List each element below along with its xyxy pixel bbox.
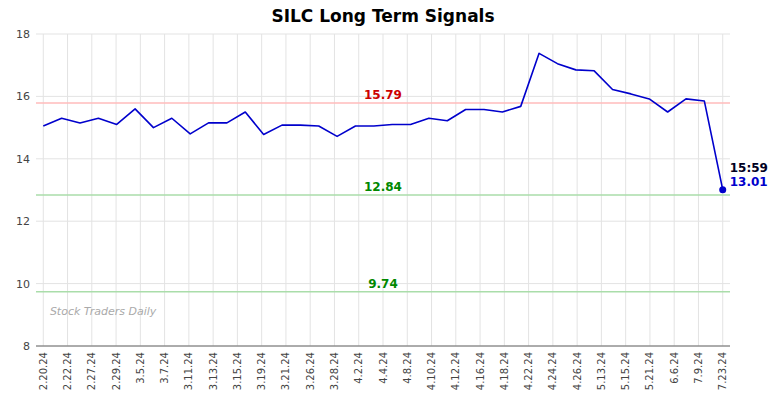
x-tick-label: 6.6.24: [669, 352, 680, 384]
last-value-label: 13.01: [730, 175, 768, 189]
x-tick-label: 4.22.24: [523, 352, 534, 390]
x-grid-line: [601, 34, 602, 346]
x-grid-line: [674, 34, 675, 346]
price-line: [43, 53, 722, 189]
x-grid-line: [625, 34, 626, 346]
x-grid-line: [261, 34, 262, 346]
x-grid-line: [649, 34, 650, 346]
x-axis-line: [36, 346, 730, 347]
x-tick-label: 5.13.24: [596, 352, 607, 390]
x-tick-label: 5.21.24: [644, 352, 655, 390]
x-tick-label: 3.5.24: [135, 352, 146, 384]
x-tick-label: 2.29.24: [111, 352, 122, 390]
x-tick-label: 7.23.24: [717, 352, 728, 390]
x-tick-label: 5.15.24: [620, 352, 631, 390]
y-tick-label: 14: [16, 153, 30, 166]
x-tick-label: 2.27.24: [86, 352, 97, 390]
x-grid-line: [407, 34, 408, 346]
x-grid-line: [188, 34, 189, 346]
x-grid-line: [237, 34, 238, 346]
x-grid-line: [577, 34, 578, 346]
x-grid-line: [43, 34, 44, 346]
x-tick-label: 2.20.24: [38, 352, 49, 390]
x-tick-label: 3.7.24: [159, 352, 170, 384]
x-tick-label: 7.9.24: [693, 352, 704, 384]
x-tick-label: 4.12.24: [450, 352, 461, 390]
y-tick-label: 8: [23, 340, 30, 353]
x-grid-line: [358, 34, 359, 346]
reference-label: 9.74: [368, 277, 398, 291]
x-tick-label: 3.28.24: [329, 352, 340, 390]
x-tick-label: 4.16.24: [475, 352, 486, 390]
x-tick-label: 3.15.24: [232, 352, 243, 390]
x-grid-line: [334, 34, 335, 346]
x-grid-line: [552, 34, 553, 346]
plot-area: [36, 53, 730, 291]
x-grid-line: [91, 34, 92, 346]
x-tick-label: 4.24.24: [547, 352, 558, 390]
x-grid-line: [310, 34, 311, 346]
x-tick-label: 3.13.24: [208, 352, 219, 390]
y-grid-line: [36, 346, 730, 347]
reference-label: 15.79: [364, 88, 402, 102]
x-tick-label: 2.22.24: [62, 352, 73, 390]
x-grid-line: [67, 34, 68, 346]
watermark: Stock Traders Daily: [50, 305, 157, 318]
x-grid-line: [140, 34, 141, 346]
x-tick-label: 4.4.24: [378, 352, 389, 384]
reference-line: [36, 291, 730, 293]
y-tick-label: 12: [16, 215, 30, 228]
x-tick-label: 3.26.24: [305, 352, 316, 390]
y-tick-label: 16: [16, 90, 30, 103]
y-tick-label: 18: [16, 28, 30, 41]
reference-label: 12.84: [364, 180, 402, 194]
last-point: [719, 186, 726, 193]
x-grid-line: [164, 34, 165, 346]
last-time-label: 15:59: [730, 161, 768, 175]
x-grid-line: [455, 34, 456, 346]
x-tick-label: 4.18.24: [499, 352, 510, 390]
x-grid-line: [431, 34, 432, 346]
x-tick-label: 3.11.24: [183, 352, 194, 390]
chart: 8 10 12 14 16 18 2.20.24 2.22.24 2.27.24 2.29.24 3…: [0, 0, 784, 398]
x-tick-label: 4.10.24: [426, 352, 437, 390]
x-grid-line: [504, 34, 505, 346]
y-tick-label: 10: [16, 278, 30, 291]
x-grid-line: [213, 34, 214, 346]
x-tick-label: 4.26.24: [572, 352, 583, 390]
x-tick-label: 4.2.24: [353, 352, 364, 384]
x-tick-label: 3.19.24: [256, 352, 267, 390]
x-tick-label: 3.21.24: [280, 352, 291, 390]
x-grid-line: [698, 34, 699, 346]
grid: [36, 34, 730, 346]
x-tick-label: 4.8.24: [402, 352, 413, 384]
x-grid-line: [116, 34, 117, 346]
x-grid-line: [285, 34, 286, 346]
x-grid-line: [480, 34, 481, 346]
title: SILC Long Term Signals: [271, 6, 494, 26]
reference-line: [36, 194, 730, 196]
reference-line: [36, 102, 730, 104]
